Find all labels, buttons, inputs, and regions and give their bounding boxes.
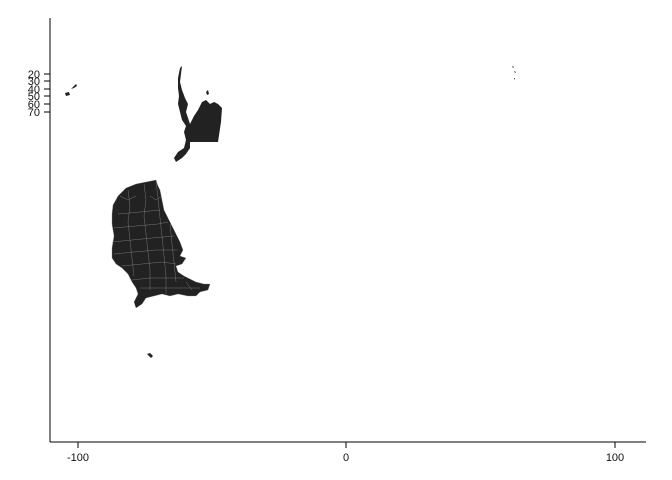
x-axis-ticks: -100 0 100	[67, 442, 624, 464]
y-tick-label-70: 70	[28, 107, 40, 119]
region-borders	[111, 181, 200, 294]
y-axis-ticks: 20 30 40 50 60 70	[28, 69, 50, 119]
y-tick-label-20: 20	[28, 69, 40, 81]
y-tick-label-50: 50	[28, 91, 40, 103]
x-tick-label-neg100: -100	[67, 452, 89, 464]
x-tick-label-100: 100	[606, 452, 624, 464]
region-northern-territory	[174, 66, 222, 162]
region-east-islets	[512, 66, 516, 80]
x-tick-label-0: 0	[343, 452, 349, 464]
region-southern-islet	[147, 353, 153, 358]
y-tick-label-30: 30	[28, 76, 40, 88]
region-mainland	[111, 179, 211, 309]
y-tick-label-60: 60	[28, 99, 40, 111]
region-northern-islet	[206, 90, 216, 107]
y-tick-label-40: 40	[28, 84, 40, 96]
region-west-islands	[65, 84, 77, 96]
map-regions	[65, 66, 516, 358]
